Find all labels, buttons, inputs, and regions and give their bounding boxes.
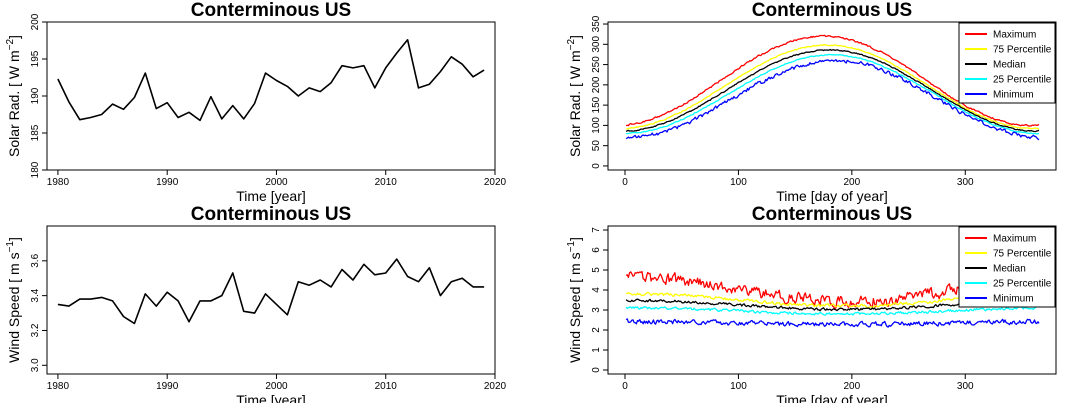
x-tick-label: 2000: [265, 177, 288, 188]
chart-solar-annual: Conterminous US 1980 1990 2000 2010 2020 180 18…: [5, 0, 507, 204]
series-line-25-percentile: [625, 305, 1040, 316]
y-tick-label: 6: [591, 247, 602, 253]
legend-label: Minimum: [993, 90, 1034, 101]
plot-frame: [46, 21, 496, 171]
y-axis-label: Solar Rad. [ W m−2]: [5, 35, 22, 157]
series-line-25-percentile: [625, 53, 1040, 135]
series-group: [625, 34, 1040, 141]
legend-label: Median: [993, 264, 1026, 275]
plot-frame: [46, 225, 496, 375]
legend-label: 75 Percentile: [993, 45, 1052, 56]
series-line-minimum: [625, 59, 1040, 141]
x-tick-label: 200: [844, 177, 861, 188]
y-tick-label: 3: [591, 307, 602, 313]
y-tick-label: 180: [30, 161, 41, 178]
y-tick-label: 3.4: [30, 288, 41, 302]
y-tick-label: 300: [591, 36, 602, 53]
x-tick-label: 100: [730, 381, 747, 392]
series-line-median: [625, 48, 1040, 133]
chart-wind-daily: Conterminous US 0 100 200 300 0 1 2 3 4 5 6 7 Time [d…: [566, 204, 1057, 408]
x-tick-label: 200: [844, 381, 861, 392]
x-axis-label: Time [year]: [236, 188, 306, 204]
chart-title: Conterminous US: [752, 0, 912, 21]
x-tick-label: 2020: [484, 381, 507, 392]
y-tick-label: 2: [591, 327, 602, 333]
y-tick-label: 3.2: [30, 323, 41, 337]
y-tick-label: 350: [591, 15, 602, 32]
x-tick-label: 2010: [375, 177, 398, 188]
series-group: [57, 38, 485, 122]
legend-label: Maximum: [993, 234, 1036, 245]
legend-label: Maximum: [993, 30, 1036, 41]
y-tick-label: 100: [591, 117, 602, 134]
legend-label: 75 Percentile: [993, 249, 1052, 260]
series-line-75-percentile: [626, 43, 1040, 130]
chart-title: Conterminous US: [191, 204, 351, 225]
legend-label: Minimum: [993, 294, 1034, 305]
chart-title: Conterminous US: [191, 0, 351, 21]
series-line-minimum: [625, 318, 1040, 328]
y-tick-label: 50: [591, 140, 602, 152]
y-tick-label: 185: [30, 124, 41, 141]
y-tick-label: 5: [591, 267, 602, 273]
x-tick-label: 1980: [47, 381, 70, 392]
series-group: [57, 258, 485, 325]
legend-label: Median: [993, 60, 1026, 71]
x-tick-label: 1990: [156, 177, 179, 188]
y-axis-label: Wind Speed [ m s−1]: [5, 237, 22, 363]
x-tick-label: 100: [730, 177, 747, 188]
y-tick-label: 200: [591, 76, 602, 93]
x-tick-label: 300: [957, 381, 974, 392]
x-axis-label: Time [day of year]: [776, 392, 888, 403]
chart-solar-daily: Conterminous US 0 100 200 300 0 50 100 150 200 250…: [566, 0, 1057, 204]
y-tick-label: 3.0: [30, 358, 41, 372]
legend: Maximum 75 Percentile Median 25 Percentile M…: [958, 22, 1056, 104]
x-tick-label: 300: [957, 177, 974, 188]
x-tick-label: 1980: [47, 177, 70, 188]
x-axis-label: Time [day of year]: [776, 188, 888, 204]
legend-label: 25 Percentile: [993, 279, 1052, 290]
legend: Maximum 75 Percentile Median 25 Percentile M…: [958, 226, 1056, 308]
y-tick-label: 250: [591, 56, 602, 73]
series-line-data: [57, 38, 485, 122]
x-tick-label: 0: [622, 177, 628, 188]
x-tick-label: 2020: [484, 177, 507, 188]
y-axis-label: Solar Rad. [ W m−2]: [566, 35, 583, 157]
plot-frame: [607, 225, 1057, 375]
x-tick-label: 0: [622, 381, 628, 392]
y-tick-label: 7: [591, 227, 602, 233]
y-tick-label: 150: [591, 96, 602, 113]
y-tick-label: 195: [30, 50, 41, 67]
y-tick-label: 190: [30, 87, 41, 104]
x-tick-label: 1990: [156, 381, 179, 392]
chart-title: Conterminous US: [752, 204, 912, 225]
x-axis-label: Time [year]: [236, 392, 306, 403]
y-axis-label: Wind Speed [ m s−1]: [566, 237, 583, 363]
x-tick-label: 2010: [375, 381, 398, 392]
legend-label: 25 Percentile: [993, 75, 1052, 86]
y-tick-label: 4: [591, 287, 602, 293]
y-tick-label: 0: [591, 367, 602, 373]
y-tick-label: 3.6: [30, 253, 41, 267]
chart-wind-annual: Conterminous US 1980 1990 2000 2010 2020 3.0 3.…: [5, 204, 507, 408]
x-tick-label: 2000: [265, 381, 288, 392]
y-tick-label: 1: [591, 347, 602, 353]
y-tick-label: 200: [30, 13, 41, 30]
plot-frame: [607, 21, 1057, 171]
series-line-data: [57, 258, 485, 325]
y-tick-label: 0: [591, 163, 602, 169]
series-line-maximum: [625, 34, 1040, 127]
